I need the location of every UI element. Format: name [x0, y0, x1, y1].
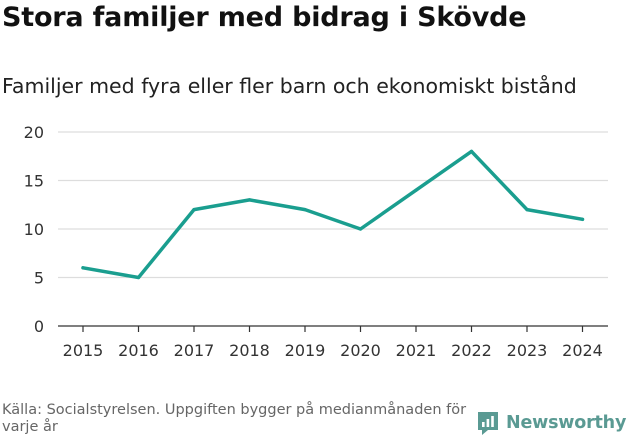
y-tick-label-0: 0: [34, 317, 44, 336]
newsworthy-logo-text: Newsworthy: [506, 413, 627, 433]
data-point-2023: [525, 208, 529, 212]
x-tick-label-2021: 2021: [396, 341, 437, 360]
data-point-2020: [358, 227, 363, 231]
gridlines: [58, 131, 608, 279]
data-point-2021: [414, 188, 418, 192]
x-axis: 2015 2016 2017 2018 2019 2020 2021 2022 2023 2024: [58, 325, 608, 360]
x-tick-label-2019: 2019: [285, 341, 326, 360]
x-tick-label-2017: 2017: [174, 341, 215, 360]
y-tick-label-10: 10: [24, 220, 44, 239]
y-axis-ticks: 0 5 10 15 20: [24, 123, 44, 336]
y-tick-label-15: 15: [24, 172, 44, 191]
y-tick-label-5: 5: [34, 269, 44, 288]
data-point-2019: [303, 208, 307, 212]
y-tick-label-20: 20: [24, 123, 44, 142]
data-point-2017: [192, 208, 196, 212]
x-tick-label-2015: 2015: [63, 341, 104, 360]
x-tick-label-2024: 2024: [562, 341, 603, 360]
data-point-2016: [136, 275, 141, 280]
chart-title: Stora familjer med bidrag i Skövde: [2, 2, 527, 33]
x-tick-label-2020: 2020: [340, 341, 381, 360]
source-note: Källa: Socialstyrelsen. Uppgiften bygger…: [2, 402, 467, 435]
series-line-0: [81, 149, 585, 280]
x-tick-label-2018: 2018: [229, 341, 270, 360]
data-point-2018: [247, 198, 252, 202]
chart-subtitle: Familjer med fyra eller fler barn och ek…: [2, 74, 577, 98]
data-point-2015: [81, 266, 85, 270]
newsworthy-logo: Newsworthy: [476, 410, 626, 436]
newsworthy-logo-icon: [478, 412, 498, 435]
x-tick-label-2022: 2022: [451, 341, 492, 360]
series-group: [81, 149, 585, 280]
data-point-2022: [469, 149, 474, 153]
x-tick-label-2023: 2023: [507, 341, 548, 360]
data-point-2024: [580, 217, 585, 221]
x-tick-label-2016: 2016: [118, 341, 159, 360]
